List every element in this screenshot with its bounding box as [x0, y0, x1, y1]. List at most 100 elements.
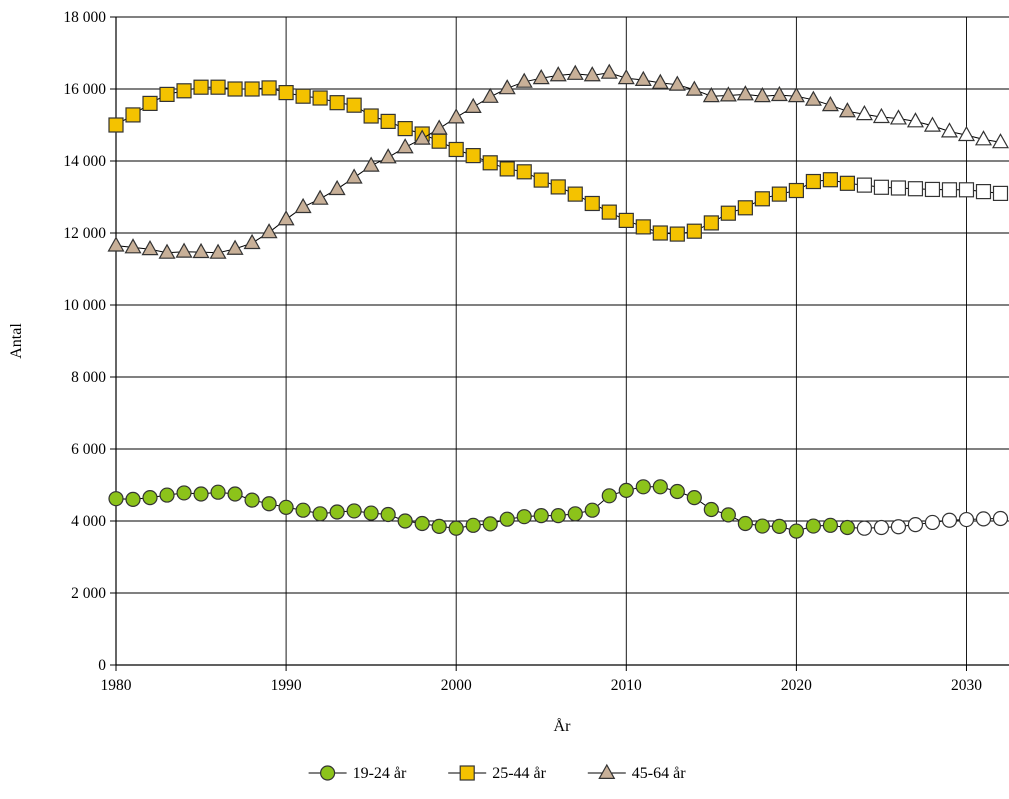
data-point: [380, 506, 396, 523]
data-point: [872, 107, 890, 124]
data-point: [941, 512, 958, 528]
data-point: [720, 507, 736, 523]
data-point: [209, 243, 227, 259]
data-point: [328, 179, 346, 196]
data-point: [958, 511, 975, 528]
y-tick-label: 0: [98, 657, 106, 674]
legend-label: 45-64 år: [632, 765, 686, 782]
data-point: [431, 133, 447, 149]
data-point: [261, 496, 277, 512]
legend-label: 25-44 år: [492, 765, 546, 782]
data-point: [839, 175, 856, 191]
data-point: [958, 182, 975, 198]
data-point: [431, 518, 447, 535]
legend-item: 45-64 år: [587, 763, 686, 782]
legend-item: 25-44 år: [448, 765, 547, 782]
data-point: [941, 182, 958, 198]
data-point: [822, 517, 839, 533]
data-point: [295, 502, 311, 518]
data-point: [482, 155, 498, 171]
y-tick-label: 10 000: [63, 297, 106, 314]
data-point: [907, 516, 924, 533]
data-point: [362, 156, 380, 172]
legend-marker: [459, 765, 475, 781]
data-point: [788, 523, 804, 539]
data-point: [584, 195, 600, 212]
data-point: [991, 133, 1009, 149]
data-point: [601, 488, 617, 504]
data-point: [924, 514, 941, 531]
vertical-gridlines: [285, 17, 967, 665]
data-point: [413, 129, 431, 145]
data-point: [142, 95, 158, 112]
data-point: [533, 172, 549, 188]
data-point: [125, 107, 141, 123]
legend-marker: [598, 763, 616, 780]
data-point: [108, 491, 124, 507]
data-point: [651, 73, 669, 89]
data-point: [227, 486, 243, 502]
y-tick-label: 12 000: [63, 225, 106, 242]
series-square: [108, 79, 1009, 242]
data-point: [856, 520, 873, 536]
data-point: [873, 179, 890, 195]
data-point: [142, 490, 158, 506]
data-point: [363, 505, 379, 521]
data-point: [447, 108, 465, 124]
data-point: [600, 63, 618, 79]
data-point: [226, 239, 244, 255]
data-point: [465, 148, 481, 164]
data-point: [617, 68, 635, 85]
data-point: [838, 102, 856, 118]
data-point: [464, 97, 482, 114]
data-point: [737, 515, 753, 532]
data-point: [702, 86, 720, 103]
data-point: [974, 130, 993, 146]
data-point: [889, 109, 907, 125]
data-point: [210, 79, 226, 95]
data-point: [499, 511, 515, 527]
data-point: [396, 138, 414, 154]
series-triangle: [107, 63, 1009, 259]
x-tick-label: 2010: [611, 677, 642, 694]
data-point: [924, 181, 941, 198]
legend: 19-24 år 25-44 år 45-64 år: [308, 763, 686, 782]
y-axis-tick-labels: 0 2 000 4 000 6 000 8 000 10 000 12 000 14 000 1…: [63, 9, 106, 674]
data-point: [703, 501, 719, 518]
plot-area: [107, 16, 1009, 671]
data-point: [481, 87, 499, 103]
data-point: [855, 104, 873, 121]
data-point: [856, 177, 873, 193]
x-axis-title: År: [554, 717, 572, 735]
data-point: [975, 511, 992, 527]
y-tick-label: 16 000: [63, 81, 106, 98]
data-point: [108, 117, 124, 133]
data-point: [550, 179, 566, 195]
data-point: [244, 492, 260, 508]
data-point: [906, 112, 924, 128]
data-point: [448, 520, 464, 536]
series-layer: [107, 63, 1009, 539]
data-point: [516, 164, 532, 180]
data-point: [601, 204, 617, 220]
data-point: [805, 173, 821, 190]
y-tick-label: 2 000: [71, 585, 106, 602]
y-tick-label: 4 000: [71, 513, 106, 530]
data-point: [549, 66, 567, 82]
x-tick-label: 1980: [101, 677, 132, 694]
data-point: [788, 182, 804, 199]
data-point: [193, 486, 209, 502]
data-point: [176, 485, 192, 501]
data-point: [397, 513, 413, 529]
data-point: [430, 119, 448, 135]
data-point: [737, 200, 753, 216]
data-point: [260, 223, 278, 239]
data-point: [822, 172, 839, 188]
data-point: [278, 499, 294, 515]
data-point: [499, 161, 515, 177]
data-point: [141, 239, 159, 256]
data-point: [668, 75, 686, 91]
data-point: [686, 490, 702, 506]
data-point: [753, 86, 771, 103]
data-point: [992, 510, 1009, 527]
